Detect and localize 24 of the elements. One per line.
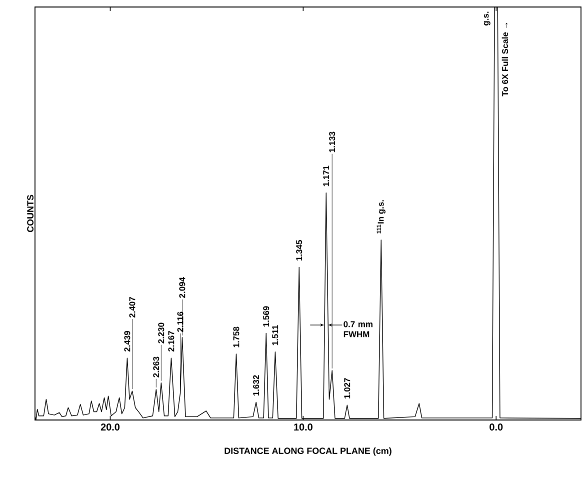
annotation: 2.094 [179, 277, 186, 298]
x-axis-title: DISTANCE ALONG FOCAL PLANE (cm) [224, 447, 392, 456]
annotation: $^{111}$In g.s. [376, 200, 386, 234]
annotation: 2.167 [168, 331, 174, 352]
annotation: 1.511 [272, 325, 278, 346]
annotation: g.s. [484, 12, 490, 26]
annotation: 2.263 [153, 356, 160, 378]
annotation: 2.116 [177, 312, 184, 332]
annotation: 1.758 [233, 326, 240, 348]
x-tick-label: 20.0 [100, 424, 120, 431]
x-tick-label: 0.0 [490, 424, 503, 431]
annotation: 2.407 [129, 297, 136, 318]
annotation: 2.230 [158, 322, 164, 344]
annotation: 0.7 mm FWHM [344, 321, 372, 338]
annotation: 1.027 [344, 378, 350, 398]
annotation: 1.171 [323, 166, 330, 186]
y-axis-title: COUNTS [27, 194, 34, 232]
annotation: 1.569 [263, 306, 270, 327]
annotation: 2.439 [124, 330, 130, 352]
x-tick-label: 10.0 [294, 424, 312, 431]
annotation: 1.632 [253, 375, 260, 396]
annotation: 1.133 [329, 132, 336, 152]
annotation: 1.345 [296, 240, 302, 260]
annotation: To 6X Full Scale → [502, 22, 508, 96]
